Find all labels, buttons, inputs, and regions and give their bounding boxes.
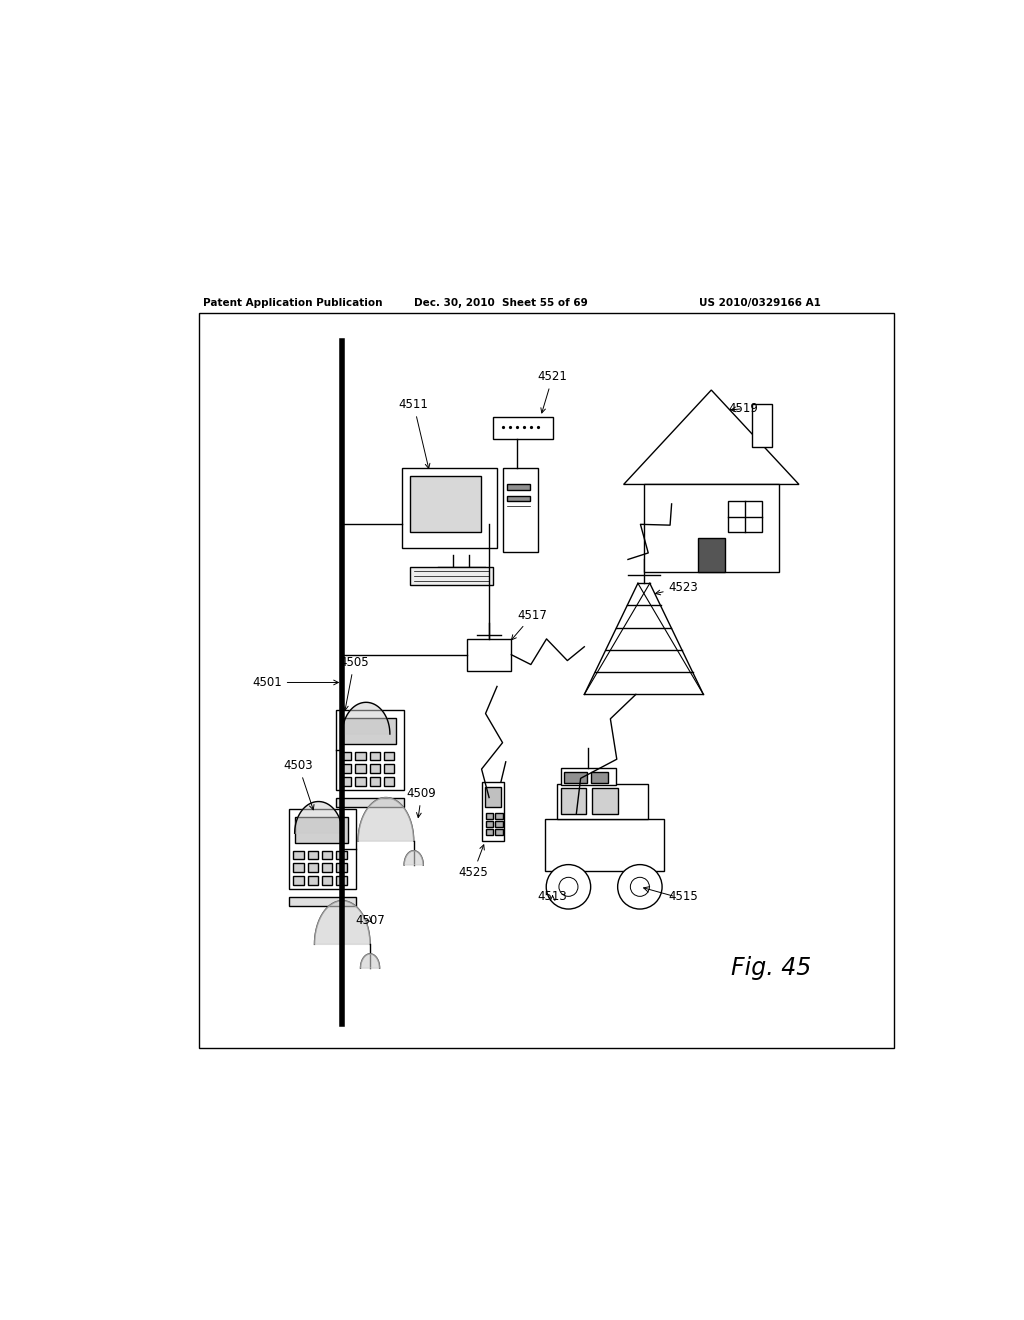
Bar (486, 821, 494, 826)
Bar (294, 863, 304, 873)
Bar (564, 772, 587, 783)
Text: 4513: 4513 (538, 890, 567, 903)
Bar (752, 404, 772, 447)
Text: Patent Application Publication: Patent Application Publication (204, 298, 383, 308)
Text: US 2010/0329166 A1: US 2010/0329166 A1 (699, 298, 821, 308)
Bar (308, 876, 318, 884)
Bar (289, 896, 356, 907)
Circle shape (559, 878, 578, 896)
Bar (410, 568, 494, 585)
Bar (494, 417, 553, 438)
Polygon shape (295, 801, 342, 833)
Bar (697, 539, 725, 572)
Bar (322, 876, 333, 884)
Bar (355, 751, 366, 760)
Bar (341, 764, 351, 774)
Bar (545, 820, 664, 871)
Bar (467, 639, 511, 671)
Text: 4521: 4521 (538, 371, 567, 413)
Bar (343, 718, 396, 743)
Bar (336, 850, 347, 859)
Bar (341, 751, 351, 760)
Bar (289, 809, 356, 888)
Bar (486, 813, 494, 818)
Bar (355, 777, 366, 785)
Text: 4501: 4501 (252, 676, 338, 689)
Bar (557, 784, 648, 820)
Bar (384, 764, 394, 774)
Bar (370, 751, 380, 760)
Bar (336, 797, 403, 807)
Polygon shape (342, 702, 390, 734)
Bar (295, 817, 348, 842)
Bar (336, 863, 347, 873)
Bar (401, 469, 497, 548)
Bar (308, 863, 318, 873)
Bar (507, 496, 530, 500)
Bar (503, 469, 539, 552)
Bar (294, 876, 304, 884)
Bar (336, 710, 403, 789)
Bar (370, 777, 380, 785)
Text: Fig. 45: Fig. 45 (731, 956, 811, 981)
Bar (592, 788, 617, 814)
Bar (322, 850, 333, 859)
Text: 4519: 4519 (728, 403, 758, 416)
Bar (294, 850, 304, 859)
Bar (322, 863, 333, 873)
Bar (486, 829, 494, 834)
Bar (644, 484, 779, 572)
Text: 4503: 4503 (284, 759, 314, 809)
Bar (496, 821, 503, 826)
Text: 4523: 4523 (655, 581, 698, 595)
Text: 4517: 4517 (511, 609, 548, 640)
Bar (355, 764, 366, 774)
Text: 4525: 4525 (459, 845, 488, 879)
Bar (384, 751, 394, 760)
Text: 4507: 4507 (355, 913, 385, 927)
Bar (496, 813, 503, 818)
Bar (507, 484, 530, 491)
Polygon shape (358, 797, 414, 841)
Polygon shape (360, 954, 380, 968)
Bar (591, 772, 608, 783)
Bar (728, 502, 762, 532)
Circle shape (631, 878, 649, 896)
Text: 4505: 4505 (339, 656, 369, 710)
Bar (336, 876, 347, 884)
Text: 4509: 4509 (407, 787, 436, 817)
Polygon shape (404, 850, 423, 865)
Text: Dec. 30, 2010  Sheet 55 of 69: Dec. 30, 2010 Sheet 55 of 69 (414, 298, 588, 308)
Text: 4515: 4515 (669, 890, 698, 903)
Circle shape (546, 865, 591, 909)
Polygon shape (314, 900, 370, 944)
Bar (496, 829, 503, 834)
Bar (308, 850, 318, 859)
Bar (341, 777, 351, 785)
Text: 4511: 4511 (398, 399, 430, 469)
Bar (410, 477, 481, 532)
Bar (482, 781, 504, 841)
Circle shape (617, 865, 663, 909)
Bar (560, 788, 586, 814)
Bar (384, 777, 394, 785)
Polygon shape (624, 389, 799, 484)
Bar (370, 764, 380, 774)
Bar (200, 313, 894, 1048)
Bar (560, 768, 616, 785)
Bar (485, 787, 501, 807)
